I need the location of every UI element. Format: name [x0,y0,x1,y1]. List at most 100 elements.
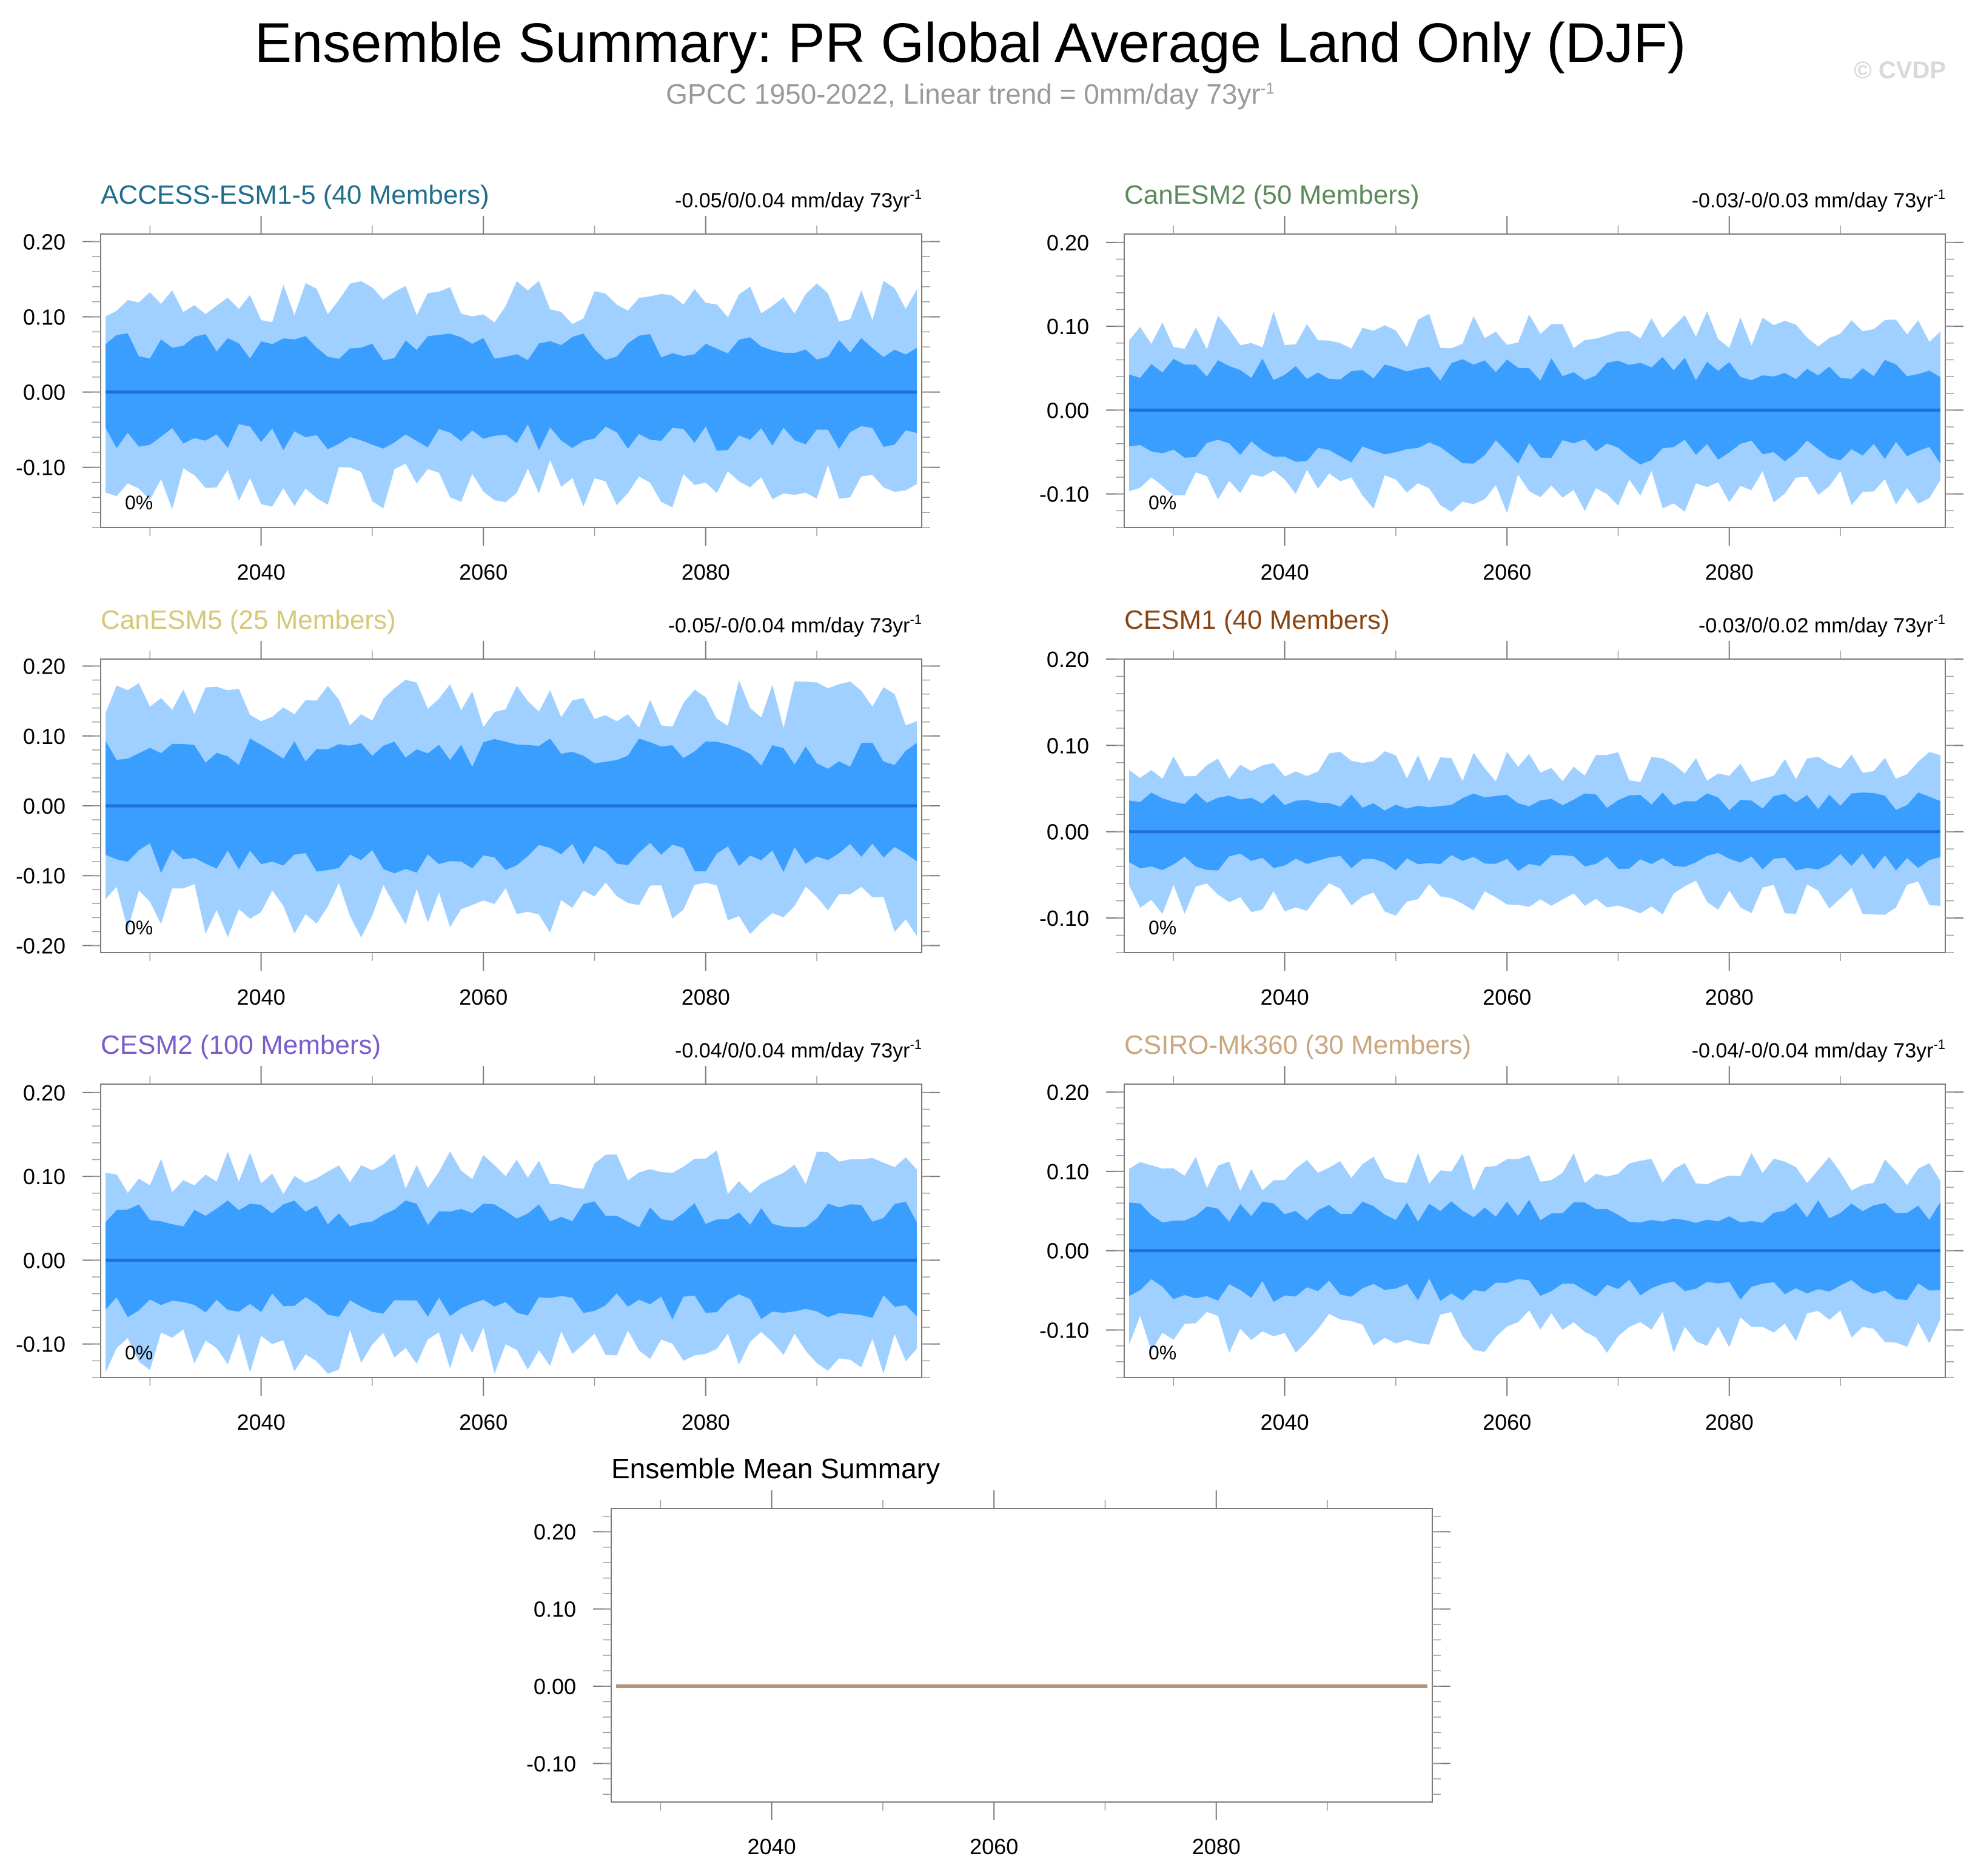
y-tick-label: 0.20 [1047,230,1089,255]
chart-title: CSIRO-Mk360 (30 Members) [1124,1030,1471,1060]
x-tick-label: 2080 [1705,1410,1754,1435]
trend-text: -0.04/-0/0.04 mm/day 73yr [1692,1039,1934,1062]
x-tick-label: 2040 [237,985,286,1010]
corner-percent-label: 0% [1148,492,1176,514]
subtitle-text: GPCC 1950-2022, Linear trend = 0mm/day 7… [666,78,1261,110]
y-tick-label: 0.00 [23,1248,65,1273]
chart-panel: CESM2 (100 Members) -0.04/0/0.04 mm/day 7… [16,1030,940,1435]
figure-title: Ensemble Summary: PR Global Average Land… [254,12,1686,74]
x-tick-label: 2080 [1192,1834,1241,1859]
trend-exponent: -1 [910,612,922,627]
chart-title: CanESM2 (50 Members) [1124,180,1420,210]
y-tick-label: 0.00 [23,380,65,405]
trend-exponent: -1 [910,187,922,202]
x-tick-label: 2080 [1705,985,1754,1010]
y-tick-label: 0.20 [534,1519,576,1544]
x-tick-label: 2040 [1261,1410,1309,1435]
corner-percent-label: 0% [125,917,153,939]
plot-frame [100,1084,922,1378]
corner-percent-label: 0% [125,492,153,514]
y-tick-label: 0.00 [1047,820,1089,845]
trend-exponent: -1 [1933,612,1945,627]
chart-title: ACCESS-ESM1-5 (40 Members) [101,180,489,210]
trend-exponent: -1 [1933,187,1945,202]
y-tick-label: 0.10 [534,1597,576,1622]
y-tick-label: 0.00 [1047,398,1089,423]
plot-frame [1124,233,1946,528]
trend-annotation: -0.05/0/0.04 mm/day 73yr-1 [675,187,922,212]
x-tick-label: 2060 [1483,985,1531,1010]
subtitle-exponent: -1 [1260,79,1275,98]
chart-panel: CESM1 (40 Members) -0.03/0/0.02 mm/day 73… [1039,605,1963,1010]
y-tick-label: -0.10 [1039,482,1089,507]
y-tick-label: -0.20 [16,933,65,958]
plot-frame [1124,658,1946,953]
chart-title: CESM1 (40 Members) [1124,605,1390,635]
y-tick-label: 0.10 [23,305,65,330]
plot-frame [611,1508,1433,1803]
y-tick-label: 0.20 [23,654,65,679]
y-tick-label: 0.00 [1047,1239,1089,1264]
x-tick-label: 2080 [682,985,730,1010]
x-tick-label: 2060 [1483,1410,1531,1435]
trend-text: -0.05/-0/0.04 mm/day 73yr [668,614,910,637]
corner-percent-label: 0% [1148,1342,1176,1364]
x-tick-label: 2060 [1483,560,1531,585]
cvdp-watermark: © CVDP [1854,57,1946,84]
x-tick-label: 2060 [459,560,508,585]
chart-title: CanESM5 (25 Members) [101,605,396,635]
trend-annotation: -0.04/-0/0.04 mm/day 73yr-1 [1692,1037,1945,1062]
y-tick-label: 0.10 [1047,733,1089,758]
x-tick-label: 2060 [970,1834,1018,1859]
trend-exponent: -1 [910,1037,922,1052]
trend-text: -0.05/0/0.04 mm/day 73yr [675,189,910,212]
trend-annotation: -0.05/-0/0.04 mm/day 73yr-1 [668,612,922,637]
chart-panel: CanESM2 (50 Members) -0.03/-0/0.03 mm/day… [1039,180,1963,585]
trend-exponent: -1 [1933,1037,1945,1052]
chart-title: CESM2 (100 Members) [101,1030,381,1060]
trend-annotation: -0.04/0/0.04 mm/day 73yr-1 [675,1037,922,1062]
chart-panel: CanESM5 (25 Members) -0.05/-0/0.04 mm/day… [16,605,940,1010]
y-tick-label: 0.20 [1047,1080,1089,1105]
chart-panel: Ensemble Mean Summary -0.10 0.00 0.10 0.20 20… [526,1453,1450,1859]
y-tick-label: 0.20 [23,229,65,254]
x-tick-label: 2060 [459,985,508,1010]
x-tick-label: 2080 [682,560,730,585]
x-tick-label: 2040 [237,1410,286,1435]
y-tick-label: 0.10 [1047,1159,1089,1184]
chart-panel: CSIRO-Mk360 (30 Members) -0.04/-0/0.04 mm… [1039,1030,1963,1435]
x-tick-label: 2060 [459,1410,508,1435]
y-tick-label: -0.10 [1039,906,1089,931]
y-tick-label: -0.10 [16,455,65,480]
trend-annotation: -0.03/0/0.02 mm/day 73yr-1 [1698,612,1945,637]
corner-percent-label: 0% [125,1342,153,1364]
plot-frame [100,233,922,528]
chart-title: Ensemble Mean Summary [611,1453,940,1484]
y-tick-label: 0.10 [1047,314,1089,339]
trend-text: -0.03/-0/0.03 mm/day 73yr [1692,189,1934,212]
x-tick-label: 2080 [682,1410,730,1435]
y-tick-label: -0.10 [16,863,65,888]
y-tick-label: 0.10 [23,724,65,749]
y-tick-label: 0.20 [23,1080,65,1105]
y-tick-label: 0.20 [1047,647,1089,672]
x-tick-label: 2040 [1261,560,1309,585]
plot-frame [1124,1084,1946,1378]
y-tick-label: 0.00 [534,1674,576,1699]
x-tick-label: 2040 [237,560,286,585]
y-tick-label: -0.10 [526,1751,576,1776]
figure-subtitle: GPCC 1950-2022, Linear trend = 0mm/day 7… [0,78,1940,110]
y-tick-label: 0.00 [23,794,65,819]
y-tick-label: -0.10 [16,1332,65,1357]
trend-text: -0.04/0/0.04 mm/day 73yr [675,1039,910,1062]
x-tick-label: 2040 [1261,985,1309,1010]
chart-panel: ACCESS-ESM1-5 (40 Members) -0.05/0/0.04 m… [16,180,940,585]
x-tick-label: 2040 [748,1834,796,1859]
trend-annotation: -0.03/-0/0.03 mm/day 73yr-1 [1692,187,1945,212]
corner-percent-label: 0% [1148,917,1176,939]
x-tick-label: 2080 [1705,560,1754,585]
trend-text: -0.03/0/0.02 mm/day 73yr [1698,614,1933,637]
y-tick-label: -0.10 [1039,1318,1089,1343]
y-tick-label: 0.10 [23,1164,65,1189]
